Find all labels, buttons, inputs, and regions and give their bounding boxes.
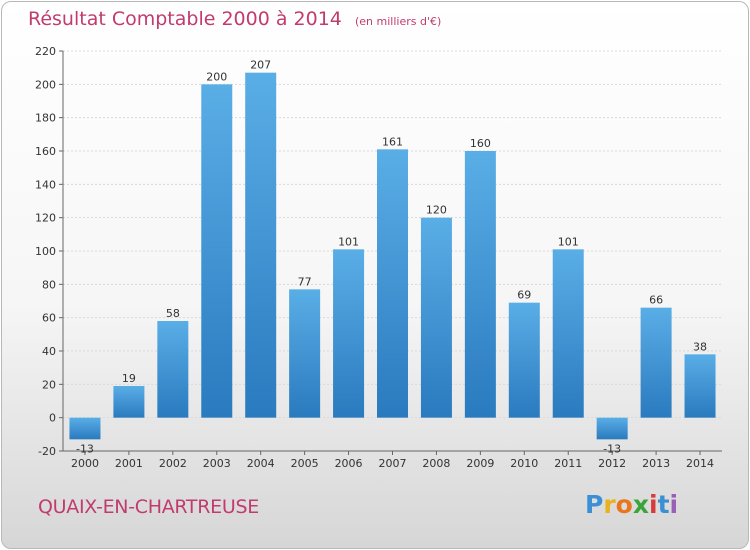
data-label-2000: -13: [76, 442, 94, 455]
x-tick-label-2004: 2004: [247, 457, 275, 470]
data-label-2014: 38: [693, 340, 707, 353]
y-tick-label: 160: [35, 145, 56, 158]
y-tick-label: 220: [35, 45, 56, 58]
y-tick-label: 0: [49, 412, 56, 425]
x-tick-label-2008: 2008: [422, 457, 450, 470]
bar-2011: [552, 249, 584, 418]
bar-2014: [684, 354, 716, 418]
data-label-2011: 101: [558, 235, 579, 248]
bar-2006: [333, 249, 365, 418]
bar-2009: [464, 151, 496, 418]
x-tick-label-2000: 2000: [71, 457, 99, 470]
data-label-2005: 77: [298, 275, 312, 288]
y-tick-label: 140: [35, 178, 56, 191]
bar-2012: [596, 417, 628, 440]
data-label-2001: 19: [122, 372, 136, 385]
x-tick-label-2002: 2002: [159, 457, 187, 470]
logo-letter: r: [603, 490, 616, 519]
x-tick-label-2011: 2011: [554, 457, 582, 470]
title-line: Résultat Comptable 2000 à 2014 (en milli…: [28, 8, 441, 30]
data-label-2002: 58: [166, 307, 180, 320]
y-tick-label: -20: [38, 445, 56, 458]
bar-2003: [201, 84, 233, 418]
logo-letter: i: [649, 490, 658, 519]
logo-letter: i: [669, 490, 679, 519]
commune-name: QUAIX-EN-CHARTREUSE: [38, 496, 259, 518]
logo-letter: o: [615, 490, 633, 519]
logo-letter: x: [632, 490, 649, 519]
proxiti-logo: Proxiti: [585, 490, 678, 519]
y-tick-label: 200: [35, 78, 56, 91]
unit-note: (en milliers d'€): [354, 15, 442, 28]
x-tick-label-2006: 2006: [335, 457, 363, 470]
bar-2001: [113, 386, 145, 418]
data-label-2004: 207: [250, 59, 271, 72]
chart-title: Résultat Comptable 2000 à 2014: [28, 8, 342, 30]
data-label-2008: 120: [426, 204, 447, 217]
y-tick-label: 180: [35, 112, 56, 125]
bar-2008: [420, 217, 452, 418]
data-label-2010: 69: [517, 289, 531, 302]
y-tick-label: 120: [35, 212, 56, 225]
data-label-2007: 161: [382, 135, 403, 148]
x-tick-label-2009: 2009: [466, 457, 494, 470]
y-tick-label: 80: [42, 278, 56, 291]
bar-2013: [640, 307, 672, 418]
bar-2005: [289, 289, 321, 418]
data-label-2009: 160: [470, 137, 491, 150]
x-tick-label-2010: 2010: [510, 457, 538, 470]
data-label-2003: 200: [206, 70, 227, 83]
x-tick-label-2005: 2005: [291, 457, 319, 470]
data-label-2012: -13: [603, 442, 621, 455]
x-tick-label-2014: 2014: [686, 457, 714, 470]
logo-letter: t: [657, 490, 670, 519]
bar-2000: [69, 417, 101, 440]
y-tick-label: 60: [42, 312, 56, 325]
y-tick-label: 20: [42, 378, 56, 391]
data-label-2006: 101: [338, 235, 359, 248]
x-tick-label-2007: 2007: [379, 457, 407, 470]
x-tick-label-2001: 2001: [115, 457, 143, 470]
y-tick-label: 100: [35, 245, 56, 258]
x-tick-label-2012: 2012: [598, 457, 626, 470]
y-tick-label: 40: [42, 345, 56, 358]
x-tick-label-2003: 2003: [203, 457, 231, 470]
logo-letter: P: [585, 490, 604, 519]
bar-2002: [157, 321, 189, 418]
bar-2010: [508, 302, 540, 418]
bar-2007: [377, 149, 408, 418]
data-label-2013: 66: [649, 294, 663, 307]
bar-2004: [245, 72, 277, 418]
x-tick-label-2013: 2013: [642, 457, 670, 470]
